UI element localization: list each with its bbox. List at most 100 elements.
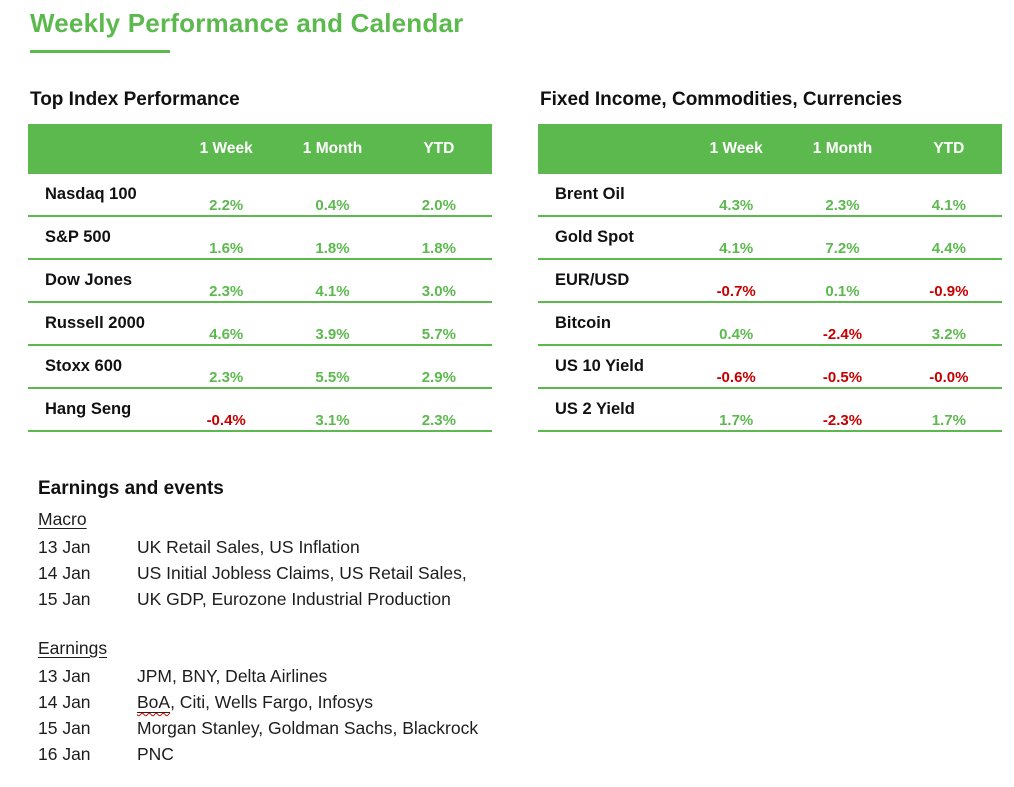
table-row: Stoxx 600 2.3% 5.5% 2.9% xyxy=(28,346,492,389)
event-description: UK Retail Sales, US Inflation xyxy=(137,537,360,557)
spellcheck-marked-word: BoA xyxy=(137,692,171,713)
column-header-1week: 1 Week xyxy=(709,140,763,157)
event-item: 15 Jan Morgan Stanley, Goldman Sachs, Bl… xyxy=(38,715,1014,741)
table-row: Bitcoin 0.4% -2.4% 3.2% xyxy=(538,303,1002,346)
value-1month: 3.1% xyxy=(315,412,350,429)
table-header-row: 1 Week 1 Month YTD xyxy=(538,124,1002,174)
event-date: 16 Jan xyxy=(38,744,91,764)
event-description: PNC xyxy=(137,744,174,764)
value-1week: 4.1% xyxy=(719,240,754,257)
value-ytd: 2.3% xyxy=(421,412,456,429)
events-heading: Earnings and events xyxy=(38,478,224,499)
event-description: BoA, Citi, Wells Fargo, Infosys xyxy=(137,689,373,715)
value-ytd: 2.9% xyxy=(421,369,456,386)
row-label: Dow Jones xyxy=(45,271,133,289)
column-header-1month: 1 Month xyxy=(812,140,873,157)
row-label: Brent Oil xyxy=(555,185,625,203)
top-index-performance-table: Top Index Performance 1 Week 1 Month YTD… xyxy=(28,89,492,432)
event-description: Morgan Stanley, Goldman Sachs, Blackrock xyxy=(137,718,479,738)
value-ytd: -0.9% xyxy=(929,283,969,300)
event-date: 14 Jan xyxy=(38,692,91,712)
fixed-income-commodities-currencies-table: Fixed Income, Commodities, Currencies 1 … xyxy=(538,89,1002,432)
page-title: Weekly Performance and Calendar xyxy=(30,8,464,38)
table-row: Brent Oil 4.3% 2.3% 4.1% xyxy=(538,174,1002,217)
value-ytd: 3.2% xyxy=(931,326,966,343)
row-label: EUR/USD xyxy=(555,271,630,289)
event-description: UK GDP, Eurozone Industrial Production xyxy=(137,589,451,609)
table-row: EUR/USD -0.7% 0.1% -0.9% xyxy=(538,260,1002,303)
earnings-and-events-section: Earnings and events Macro 13 Jan UK Reta… xyxy=(38,478,1014,767)
table-header-row: 1 Week 1 Month YTD xyxy=(28,124,492,174)
value-1month: 4.1% xyxy=(315,283,350,300)
table-row: S&P 500 1.6% 1.8% 1.8% xyxy=(28,217,492,260)
column-header-1month: 1 Month xyxy=(302,140,363,157)
value-1month: -2.4% xyxy=(822,326,863,343)
value-1week: -0.4% xyxy=(206,412,246,429)
value-1week: 4.3% xyxy=(719,197,754,214)
value-1week: 0.4% xyxy=(719,326,754,343)
event-description: JPM, BNY, Delta Airlines xyxy=(137,666,328,686)
value-1month: 5.5% xyxy=(315,369,350,386)
row-label: Nasdaq 100 xyxy=(45,185,137,203)
macro-title: Macro xyxy=(38,509,87,529)
value-1month: 0.4% xyxy=(315,197,350,214)
value-ytd: 2.0% xyxy=(421,197,456,214)
event-description: US Initial Jobless Claims, US Retail Sal… xyxy=(137,563,467,583)
value-1week: -0.7% xyxy=(716,283,756,300)
value-1month: 3.9% xyxy=(315,326,350,343)
row-label: US 2 Yield xyxy=(555,400,635,418)
value-ytd: 3.0% xyxy=(421,283,456,300)
event-item: 13 Jan JPM, BNY, Delta Airlines xyxy=(38,663,1014,689)
table-row: US 10 Yield -0.6% -0.5% -0.0% xyxy=(538,346,1002,389)
table-row: US 2 Yield 1.7% -2.3% 1.7% xyxy=(538,389,1002,432)
table-row: Gold Spot 4.1% 7.2% 4.4% xyxy=(538,217,1002,260)
value-1week: 1.7% xyxy=(719,412,754,429)
column-header-ytd: YTD xyxy=(423,140,455,157)
event-date: 13 Jan xyxy=(38,666,91,686)
event-item: 14 Jan BoA, Citi, Wells Fargo, Infosys xyxy=(38,689,1014,715)
earnings-events-group: Earnings 13 Jan JPM, BNY, Delta Airlines… xyxy=(38,638,1014,767)
value-1week: 4.6% xyxy=(209,326,244,343)
performance-tables: Top Index Performance 1 Week 1 Month YTD… xyxy=(28,89,1014,432)
value-1month: 2.3% xyxy=(825,197,860,214)
row-label: US 10 Yield xyxy=(555,357,644,375)
value-ytd: 1.7% xyxy=(931,412,966,429)
column-header-1week: 1 Week xyxy=(199,140,253,157)
value-ytd: 1.8% xyxy=(421,240,456,257)
value-ytd: 4.4% xyxy=(931,240,966,257)
macro-events-group: Macro 13 Jan UK Retail Sales, US Inflati… xyxy=(38,509,1014,612)
event-date: 15 Jan xyxy=(38,718,91,738)
event-date: 14 Jan xyxy=(38,563,91,583)
value-1week: 2.3% xyxy=(209,283,244,300)
event-date: 15 Jan xyxy=(38,589,91,609)
value-1week: 1.6% xyxy=(209,240,244,257)
table-row: Dow Jones 2.3% 4.1% 3.0% xyxy=(28,260,492,303)
earnings-title: Earnings xyxy=(38,638,108,658)
value-1week: 2.2% xyxy=(209,197,244,214)
value-1week: -0.6% xyxy=(716,369,756,386)
value-1month: 1.8% xyxy=(315,240,350,257)
value-1month: -0.5% xyxy=(822,369,863,386)
column-header-ytd: YTD xyxy=(933,140,965,157)
row-label: Stoxx 600 xyxy=(45,357,123,375)
value-ytd: -0.0% xyxy=(929,369,969,386)
event-item: 15 Jan UK GDP, Eurozone Industrial Produ… xyxy=(38,586,1014,612)
row-label: Bitcoin xyxy=(555,314,611,332)
title-underline xyxy=(30,50,170,53)
row-label: Hang Seng xyxy=(45,400,132,418)
table-row: Nasdaq 100 2.2% 0.4% 2.0% xyxy=(28,174,492,217)
event-item: 14 Jan US Initial Jobless Claims, US Ret… xyxy=(38,560,1014,586)
value-1week: 2.3% xyxy=(209,369,244,386)
event-description-rest: , Citi, Wells Fargo, Infosys xyxy=(170,692,374,712)
value-ytd: 5.7% xyxy=(421,326,456,343)
table-heading: Top Index Performance xyxy=(30,89,240,110)
value-1month: 0.1% xyxy=(825,283,860,300)
event-item: 16 Jan PNC xyxy=(38,741,1014,767)
table-row: Hang Seng -0.4% 3.1% 2.3% xyxy=(28,389,492,432)
row-label: S&P 500 xyxy=(45,228,111,246)
event-date: 13 Jan xyxy=(38,537,91,557)
event-item: 13 Jan UK Retail Sales, US Inflation xyxy=(38,534,1014,560)
value-1month: 7.2% xyxy=(825,240,860,257)
table-row: Russell 2000 4.6% 3.9% 5.7% xyxy=(28,303,492,346)
value-1month: -2.3% xyxy=(822,412,863,429)
